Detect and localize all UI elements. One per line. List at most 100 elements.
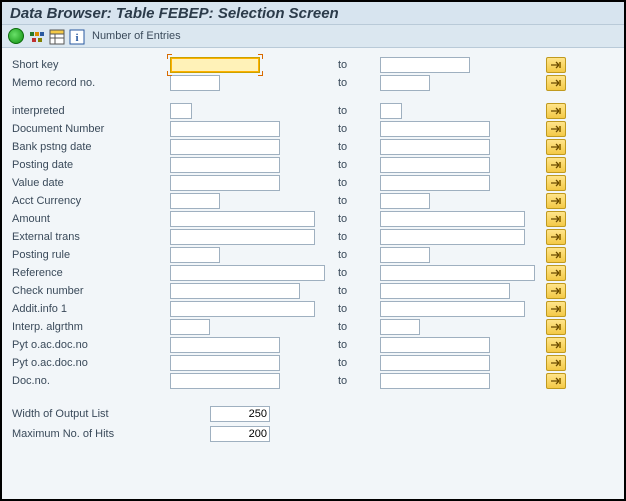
multiple-selection-button[interactable] [546, 265, 566, 281]
to-label: to [330, 321, 380, 333]
field-label: Document Number [10, 123, 170, 135]
multiple-selection-button[interactable] [546, 373, 566, 389]
from-input[interactable] [170, 319, 210, 335]
from-input[interactable] [170, 175, 280, 191]
from-input[interactable] [170, 211, 315, 227]
to-label: to [330, 105, 380, 117]
from-input[interactable] [170, 75, 220, 91]
selection-row: interpreted to [10, 102, 616, 120]
multiple-selection-button[interactable] [546, 157, 566, 173]
multiple-selection-button[interactable] [546, 247, 566, 263]
selection-row: Referenceto [10, 264, 616, 282]
field-label: interpreted [10, 105, 170, 117]
selection-row: Doc.no.to [10, 372, 616, 390]
from-input[interactable] [170, 265, 325, 281]
to-input[interactable] [380, 265, 535, 281]
multiple-selection-button[interactable] [546, 193, 566, 209]
selection-body: Short keytoMemo record no.tointerpretedt… [2, 48, 624, 452]
section-gap [10, 92, 616, 102]
from-input[interactable] [170, 373, 280, 389]
from-input[interactable] [170, 157, 280, 173]
multiple-selection-button[interactable] [546, 57, 566, 73]
to-label: to [330, 123, 380, 135]
multiple-selection-button[interactable] [546, 211, 566, 227]
number-of-entries-link[interactable]: Number of Entries [92, 30, 181, 42]
to-input[interactable] [380, 247, 430, 263]
selection-row: Acct Currencyto [10, 192, 616, 210]
field-label: Short key [10, 59, 170, 71]
field-label: Value date [10, 177, 170, 189]
from-input[interactable] [170, 301, 315, 317]
execute-icon[interactable] [8, 28, 24, 44]
to-label: to [330, 285, 380, 297]
output-width-input[interactable] [210, 406, 270, 422]
to-input[interactable] [380, 283, 510, 299]
multiple-selection-button[interactable] [546, 337, 566, 353]
to-label: to [330, 159, 380, 171]
multiple-selection-button[interactable] [546, 175, 566, 191]
selection-row: Posting dateto [10, 156, 616, 174]
page-title: Data Browser: Table FEBEP: Selection Scr… [10, 5, 339, 22]
to-input[interactable] [380, 373, 490, 389]
info-icon[interactable]: i [68, 28, 84, 44]
to-input[interactable] [380, 337, 490, 353]
field-label: Acct Currency [10, 195, 170, 207]
to-input[interactable] [380, 121, 490, 137]
output-maxhits-row: Maximum No. of Hits [10, 424, 616, 444]
to-input[interactable] [380, 57, 470, 73]
selection-row: Check numberto [10, 282, 616, 300]
to-input[interactable] [380, 157, 490, 173]
to-label: to [330, 303, 380, 315]
multiple-selection-button[interactable] [546, 229, 566, 245]
to-input[interactable] [380, 319, 420, 335]
to-input[interactable] [380, 301, 525, 317]
to-label: to [330, 141, 380, 153]
table-view-icon[interactable] [48, 28, 64, 44]
to-input[interactable] [380, 103, 402, 119]
select-options-icon[interactable] [28, 28, 44, 44]
field-label: Memo record no. [10, 77, 170, 89]
selection-row: Addit.info 1 to [10, 300, 616, 318]
to-label: to [330, 231, 380, 243]
from-input[interactable] [170, 283, 300, 299]
to-input[interactable] [380, 229, 525, 245]
from-input[interactable] [170, 247, 220, 263]
from-input[interactable] [170, 355, 280, 371]
field-label: Bank pstng date [10, 141, 170, 153]
to-input[interactable] [380, 139, 490, 155]
multiple-selection-button[interactable] [546, 355, 566, 371]
output-maxhits-input[interactable] [210, 426, 270, 442]
selection-row: Memo record no.to [10, 74, 616, 92]
multiple-selection-button[interactable] [546, 319, 566, 335]
from-input[interactable] [170, 121, 280, 137]
to-input[interactable] [380, 211, 525, 227]
field-label: External trans [10, 231, 170, 243]
to-input[interactable] [380, 75, 430, 91]
field-label: Pyt o.ac.doc.no [10, 357, 170, 369]
from-input[interactable] [170, 139, 280, 155]
to-input[interactable] [380, 355, 490, 371]
field-label: Pyt o.ac.doc.no [10, 339, 170, 351]
from-input[interactable] [170, 337, 280, 353]
field-label: Addit.info 1 [10, 303, 170, 315]
from-input[interactable] [170, 57, 260, 73]
multiple-selection-button[interactable] [546, 75, 566, 91]
multiple-selection-button[interactable] [546, 103, 566, 119]
multiple-selection-button[interactable] [546, 301, 566, 317]
to-label: to [330, 177, 380, 189]
multiple-selection-button[interactable] [546, 121, 566, 137]
from-input[interactable] [170, 193, 220, 209]
to-label: to [330, 339, 380, 351]
from-input[interactable] [170, 229, 315, 245]
multiple-selection-button[interactable] [546, 139, 566, 155]
selection-row: Amountto [10, 210, 616, 228]
selection-row: Bank pstng date to [10, 138, 616, 156]
selection-row: Interp. algrthmto [10, 318, 616, 336]
from-input[interactable] [170, 103, 192, 119]
to-input[interactable] [380, 175, 490, 191]
to-input[interactable] [380, 193, 430, 209]
multiple-selection-button[interactable] [546, 283, 566, 299]
field-label: Reference [10, 267, 170, 279]
app-window: Data Browser: Table FEBEP: Selection Scr… [0, 0, 626, 501]
svg-text:i: i [75, 32, 78, 44]
